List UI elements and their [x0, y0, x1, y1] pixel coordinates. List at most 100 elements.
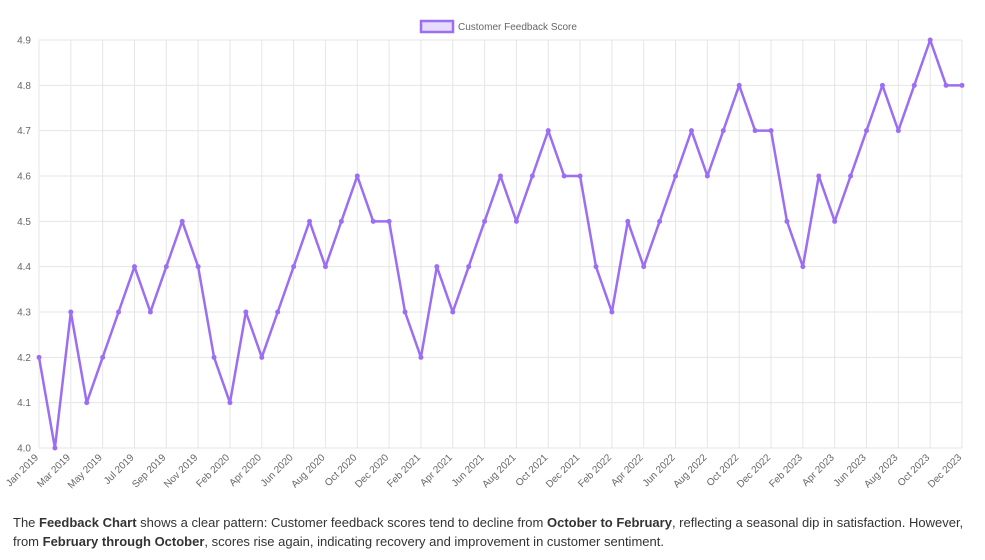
y-tick-label: 4.0	[17, 444, 31, 455]
point	[466, 264, 472, 270]
point	[163, 264, 169, 270]
point	[736, 82, 742, 88]
point	[816, 173, 822, 179]
point	[545, 128, 551, 134]
point	[959, 82, 965, 88]
point	[227, 400, 233, 406]
x-tick-label: Apr 2023	[800, 452, 837, 489]
legend-item: Customer Feedback Score	[419, 19, 577, 34]
point	[498, 173, 503, 179]
point	[275, 309, 281, 315]
point	[322, 264, 328, 270]
point	[402, 309, 408, 315]
point	[561, 173, 567, 179]
point	[673, 173, 679, 179]
x-tick-label: Dec 2020	[353, 452, 391, 490]
point	[752, 128, 758, 134]
point	[768, 128, 774, 134]
x-tick-label: Aug 2022	[671, 452, 709, 490]
point	[195, 264, 201, 270]
point	[720, 128, 726, 134]
point	[784, 218, 790, 224]
legend-swatch	[419, 19, 455, 34]
text: , reflecting a seasonal dip in satisfact…	[13, 515, 964, 549]
x-tick-label: Dec 2021	[544, 452, 582, 490]
point	[864, 128, 870, 134]
bold-text: February through October	[42, 534, 205, 549]
y-tick-label: 4.7	[17, 126, 31, 137]
point	[832, 218, 838, 224]
x-tick-label: Feb 2021	[385, 452, 423, 490]
y-tick-label: 4.8	[17, 81, 31, 92]
legend-label: Customer Feedback Score	[458, 22, 577, 33]
point	[211, 354, 217, 360]
point	[179, 218, 185, 224]
point	[625, 218, 631, 224]
y-tick-label: 4.6	[17, 172, 31, 183]
point	[482, 218, 488, 224]
point	[370, 218, 376, 224]
point	[513, 218, 519, 224]
text: shows a clear pattern: Customer feedback…	[136, 515, 547, 530]
point	[704, 173, 710, 179]
text: , scores rise again, indicating recovery…	[204, 534, 664, 549]
point	[657, 218, 663, 224]
point	[386, 218, 392, 224]
point	[848, 173, 854, 179]
y-tick-label: 4.1	[17, 398, 31, 409]
point	[418, 354, 424, 360]
point	[434, 264, 440, 270]
x-tick-label: Apr 2022	[609, 452, 646, 489]
line	[37, 38, 962, 450]
x-tick-label: Apr 2020	[227, 452, 264, 489]
y-tick-label: 4.5	[17, 217, 31, 228]
y-tick-label: 4.2	[17, 353, 31, 364]
description: The Feedback Chart shows a clear pattern…	[13, 513, 968, 551]
y-tick-label: 4.9	[17, 36, 31, 47]
point	[911, 82, 917, 88]
point	[593, 264, 599, 270]
point	[307, 218, 313, 224]
text: The	[13, 515, 40, 530]
x-tick-label: Apr 2021	[418, 452, 455, 489]
point	[895, 128, 901, 134]
point	[641, 264, 647, 270]
y-tick-label: 4.4	[17, 262, 31, 273]
bold-text: October to February	[546, 515, 672, 530]
point	[879, 82, 885, 88]
x-tick-label: Nov 2019	[162, 452, 200, 490]
point	[577, 173, 583, 179]
point	[116, 309, 122, 315]
point	[927, 37, 933, 43]
x-tick-label: Feb 2020	[194, 452, 232, 490]
point	[291, 264, 297, 270]
point	[943, 82, 949, 88]
point	[147, 309, 153, 315]
point	[354, 173, 360, 179]
point	[450, 309, 456, 315]
point	[100, 354, 106, 360]
x-tick-label: Dec 2023	[926, 452, 964, 490]
x-tick-label: Aug 2021	[480, 452, 518, 490]
x-tick-label: Aug 2020	[290, 452, 328, 490]
bold-text: Feedback Chart	[39, 515, 137, 530]
x-tick-label: May 2019	[66, 452, 105, 491]
x-tick-label: Aug 2023	[862, 452, 900, 490]
point	[609, 309, 615, 315]
point	[84, 400, 90, 406]
point	[800, 264, 806, 270]
x-tick-label: Feb 2023	[767, 452, 805, 490]
point	[688, 128, 694, 134]
point	[529, 173, 535, 179]
point	[52, 445, 58, 451]
y-tick-label: 4.3	[17, 308, 31, 319]
point	[259, 354, 265, 360]
x-tick-label: Feb 2022	[576, 452, 614, 490]
point	[131, 264, 137, 270]
point	[68, 309, 74, 315]
point	[338, 218, 344, 224]
point	[243, 309, 249, 315]
x-tick-label: Dec 2022	[735, 452, 773, 490]
